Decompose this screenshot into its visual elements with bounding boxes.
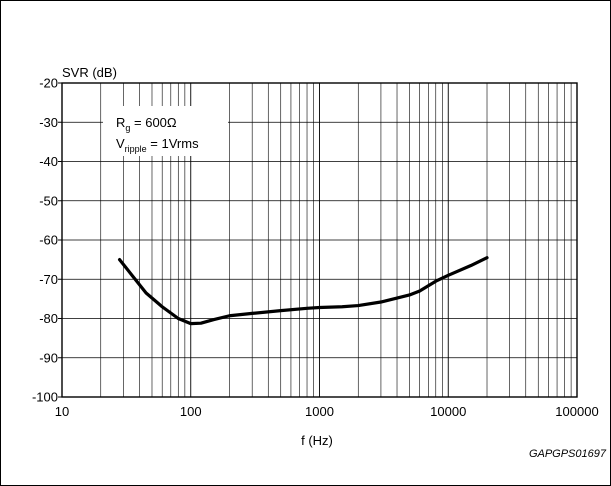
x-axis-label: f (Hz) xyxy=(301,433,333,448)
y-tick-label: -50 xyxy=(39,193,58,208)
series-layer xyxy=(117,256,489,326)
y-axis-label: SVR (dB) xyxy=(62,65,117,80)
annotation-background xyxy=(103,106,228,156)
x-tick-label: 100000 xyxy=(555,404,598,419)
y-tick-label: -30 xyxy=(39,115,58,130)
svr-curve xyxy=(117,256,489,326)
test-conditions-annotation: Rg = 600Ω Vripple = 1Vrms xyxy=(103,106,228,156)
x-tick-label: 10 xyxy=(55,404,69,419)
y-tick-label: -80 xyxy=(39,311,58,326)
y-tick-label: -40 xyxy=(39,154,58,169)
y-tick-label: -20 xyxy=(39,76,58,91)
figure-code: GAPGPS01697 xyxy=(529,448,607,460)
x-tick-label: 1000 xyxy=(305,404,334,419)
y-tick-label: -60 xyxy=(39,233,58,248)
y-tick-label: -70 xyxy=(39,272,58,287)
y-tick-label: -90 xyxy=(39,350,58,365)
x-tick-label: 10000 xyxy=(430,404,466,419)
x-tick-label: 100 xyxy=(180,404,202,419)
annotation-line-vripple: Vripple = 1Vrms xyxy=(116,136,199,154)
annotation-line-rg: Rg = 600Ω xyxy=(116,115,177,133)
y-tick-label: -100 xyxy=(32,390,58,405)
